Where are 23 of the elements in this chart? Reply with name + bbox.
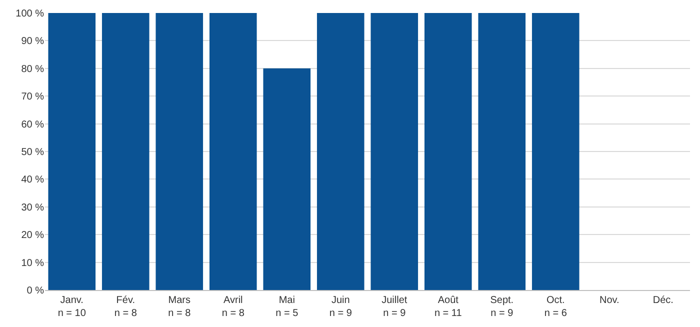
x-tick-label: Nov. bbox=[599, 295, 620, 306]
x-tick-label: Fév. n = 8 bbox=[114, 295, 138, 319]
y-tick-label: 90 % bbox=[21, 36, 44, 48]
x-tick-label: Mai n = 5 bbox=[276, 295, 299, 319]
x-tick-label: Juillet n = 9 bbox=[382, 295, 408, 319]
y-tick-label: 20 % bbox=[21, 230, 44, 242]
y-tick-label: 0 % bbox=[26, 286, 44, 296]
y-tick-label: 50 % bbox=[21, 147, 44, 158]
y-tick-label: 40 % bbox=[21, 174, 44, 186]
y-tick-label: 10 % bbox=[21, 258, 44, 269]
x-tick-label: Sept. n = 9 bbox=[490, 295, 514, 319]
y-tick-label: 100 % bbox=[16, 8, 44, 20]
x-tick-label: Août n = 11 bbox=[434, 295, 462, 319]
x-tick-label: Déc. bbox=[652, 295, 674, 306]
y-tick-label: 60 % bbox=[21, 119, 44, 130]
x-tick-label: Avril n = 8 bbox=[222, 295, 245, 319]
y-tick-label: 30 % bbox=[21, 202, 44, 214]
y-tick-label: 70 % bbox=[21, 92, 44, 103]
x-tick-label: Janv. n = 10 bbox=[58, 295, 86, 319]
x-tick-label: Juin n = 9 bbox=[329, 295, 352, 319]
x-tick-label: Mars n = 8 bbox=[168, 295, 192, 319]
y-tick-label: 80 % bbox=[21, 64, 44, 75]
x-tick-label: Oct. n = 6 bbox=[544, 295, 568, 319]
